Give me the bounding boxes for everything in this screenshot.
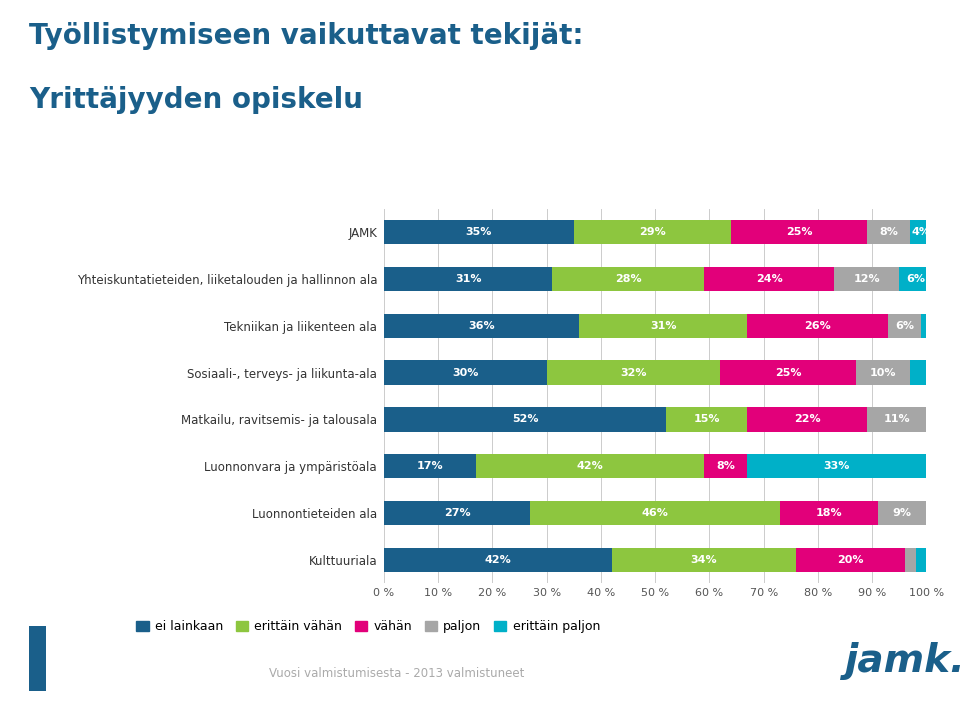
Bar (780, 501, 877, 525)
Bar (579, 314, 748, 338)
Bar (720, 361, 856, 384)
Bar (384, 501, 531, 525)
Bar (904, 548, 916, 572)
Text: 25%: 25% (785, 228, 812, 237)
Text: 10%: 10% (870, 368, 897, 377)
Text: 8%: 8% (879, 228, 898, 237)
Text: 20%: 20% (837, 555, 864, 564)
Text: 27%: 27% (444, 508, 470, 518)
Text: Työllistymiseen vaikuttavat tekijät:: Työllistymiseen vaikuttavat tekijät: (29, 22, 584, 50)
Bar (574, 220, 732, 244)
Text: 6%: 6% (906, 274, 925, 284)
Text: 4%: 4% (911, 228, 930, 237)
Bar (704, 454, 748, 478)
Text: 6%: 6% (896, 321, 914, 330)
Bar (552, 267, 704, 291)
Bar (748, 454, 926, 478)
Text: 18%: 18% (815, 508, 842, 518)
Text: 32%: 32% (620, 368, 647, 377)
Text: Yrittäjyyden opiskelu: Yrittäjyyden opiskelu (29, 86, 363, 114)
Text: 52%: 52% (512, 415, 539, 424)
Bar (834, 267, 900, 291)
Text: 24%: 24% (756, 274, 782, 284)
Bar (704, 267, 834, 291)
Text: 28%: 28% (614, 274, 641, 284)
Bar (888, 314, 921, 338)
Text: 11%: 11% (883, 415, 910, 424)
Bar (748, 314, 888, 338)
Bar (384, 408, 666, 431)
Text: 29%: 29% (639, 228, 666, 237)
Bar (877, 501, 926, 525)
Legend: ei lainkaan, erittäin vähän, vähän, paljon, erittäin paljon: ei lainkaan, erittäin vähän, vähän, palj… (132, 615, 605, 638)
Text: 36%: 36% (468, 321, 495, 330)
Bar (476, 454, 704, 478)
Bar (384, 454, 476, 478)
Bar (926, 501, 960, 525)
Text: 33%: 33% (824, 462, 851, 471)
Bar (910, 220, 932, 244)
Bar (384, 220, 574, 244)
Text: 42%: 42% (577, 462, 604, 471)
Text: 12%: 12% (853, 274, 880, 284)
Bar (900, 267, 932, 291)
Text: 17%: 17% (417, 462, 444, 471)
Bar (384, 361, 547, 384)
Text: Vuosi valmistumisesta - 2013 valmistuneet: Vuosi valmistumisesta - 2013 valmistunee… (269, 667, 524, 680)
Text: 34%: 34% (690, 555, 717, 564)
Bar (910, 361, 926, 384)
Text: 42%: 42% (485, 555, 512, 564)
Bar (867, 408, 926, 431)
Text: jamk.fi: jamk.fi (845, 642, 960, 680)
Bar (384, 548, 612, 572)
Bar (796, 548, 904, 572)
Bar (867, 220, 910, 244)
Bar (547, 361, 720, 384)
Bar (732, 220, 867, 244)
Text: 9%: 9% (893, 508, 911, 518)
Bar (916, 548, 926, 572)
Text: 26%: 26% (804, 321, 831, 330)
Bar (748, 408, 867, 431)
Bar (384, 314, 579, 338)
Text: 30%: 30% (452, 368, 478, 377)
Text: 9%: 9% (942, 508, 960, 518)
Bar (856, 361, 910, 384)
Text: 8%: 8% (716, 462, 735, 471)
Bar (612, 548, 796, 572)
Bar (666, 408, 748, 431)
Text: 15%: 15% (693, 415, 720, 424)
Bar (384, 267, 552, 291)
Text: 31%: 31% (455, 274, 481, 284)
Text: 46%: 46% (642, 508, 668, 518)
Text: 35%: 35% (466, 228, 492, 237)
Text: 25%: 25% (775, 368, 802, 377)
Bar (921, 314, 932, 338)
Text: 31%: 31% (650, 321, 677, 330)
Bar (531, 501, 780, 525)
Text: 22%: 22% (794, 415, 821, 424)
